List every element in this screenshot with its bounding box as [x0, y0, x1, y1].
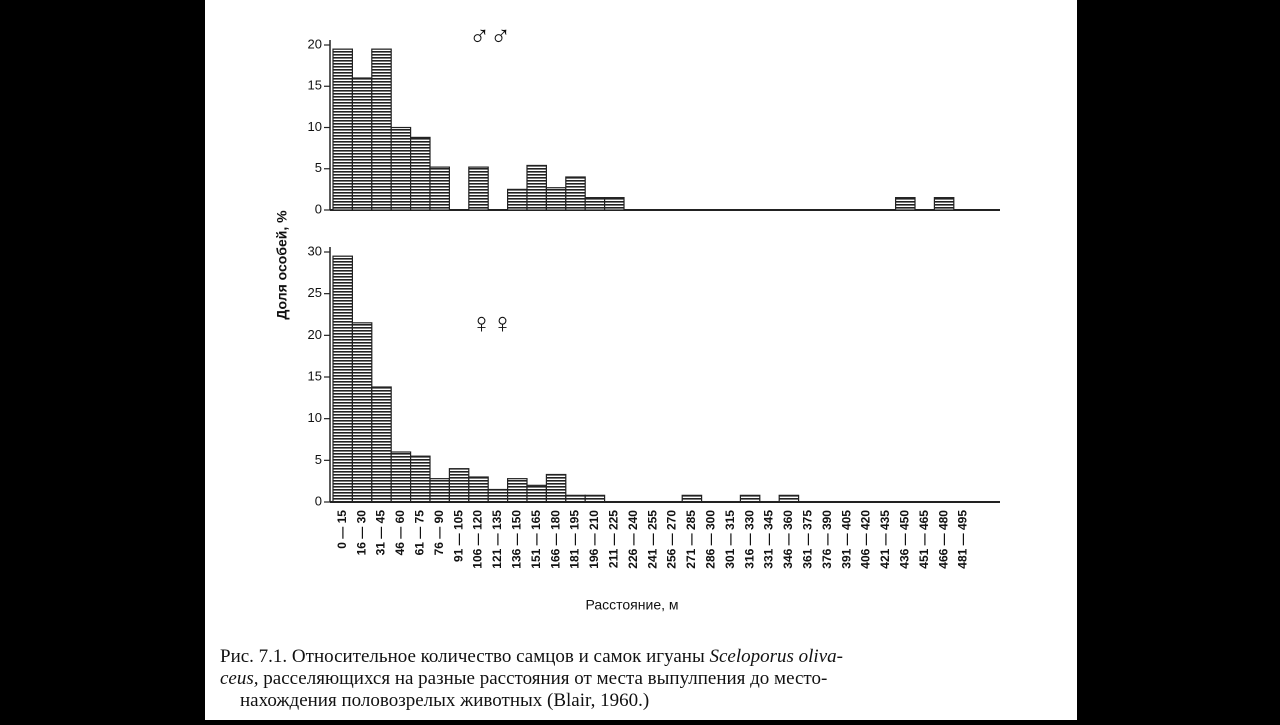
caption-text: Sceloporus oliva-	[709, 646, 843, 667]
x-tick-label: 151 — 165	[529, 510, 543, 569]
bar	[584, 494, 606, 503]
x-tick-label: 106 — 120	[471, 510, 485, 569]
x-tick-label: 286 — 300	[703, 510, 717, 569]
bar	[351, 322, 373, 503]
bar	[332, 48, 353, 211]
x-tick-label: 436 — 450	[897, 510, 911, 569]
y-tick-label: 20	[308, 327, 322, 342]
x-tick-label: 16 — 30	[354, 510, 368, 556]
chart-title: ♀♀	[471, 307, 513, 338]
bar	[487, 488, 509, 503]
x-tick-label: 121 — 135	[490, 510, 504, 569]
bar	[526, 484, 547, 503]
x-tick-label: 406 — 420	[859, 510, 873, 569]
bar	[390, 126, 412, 211]
bar	[507, 478, 528, 503]
x-tick-label: 346 — 360	[781, 510, 795, 569]
bar	[429, 478, 450, 503]
caption-text: ceus,	[220, 668, 259, 689]
x-tick-label: 301 — 315	[723, 510, 737, 569]
y-axis-label: Доля особей, %	[274, 210, 290, 320]
y-tick-label: 15	[308, 78, 322, 93]
y-tick-label: 10	[308, 410, 322, 425]
bar	[778, 494, 800, 503]
caption-text: расселяющихся на разные расстояния от ме…	[259, 668, 828, 689]
bar	[410, 136, 431, 211]
y-tick-label: 0	[315, 493, 322, 508]
caption-line: нахождения половозрелых животных (Blair,…	[240, 690, 649, 711]
y-tick-label: 25	[308, 285, 322, 300]
bar	[468, 476, 489, 503]
x-tick-label: 451 — 465	[917, 510, 931, 569]
bar	[894, 197, 916, 211]
x-tick-label: 181 — 195	[568, 510, 582, 569]
bar	[371, 386, 392, 503]
x-tick-label: 466 — 480	[936, 510, 950, 569]
x-tick-label: 211 — 225	[606, 510, 620, 568]
bar	[410, 455, 431, 503]
x-tick-label: 376 — 390	[820, 510, 834, 569]
bar	[448, 468, 470, 503]
x-tick-label: 421 — 435	[878, 510, 892, 569]
x-tick-label: 256 — 270	[665, 510, 679, 569]
caption-text: нахождения половозрелых животных (Blair,…	[240, 690, 649, 711]
bar	[584, 197, 606, 211]
y-tick-label: 20	[308, 36, 322, 51]
bar	[526, 164, 547, 211]
bar	[545, 473, 567, 503]
bar	[565, 494, 586, 503]
y-tick-label: 5	[315, 452, 322, 467]
x-tick-label: 331 — 345	[762, 510, 776, 569]
bar	[565, 176, 586, 211]
caption-line: Рис. 7.1. Относительное количество самцо…	[220, 646, 843, 667]
x-tick-label: 0 — 15	[335, 510, 349, 549]
x-tick-label: 241 — 255	[645, 510, 659, 569]
bar	[507, 188, 528, 211]
bar	[739, 494, 761, 503]
x-tick-label: 391 — 405	[839, 510, 853, 569]
bar	[468, 166, 489, 211]
x-tick-label: 361 — 375	[800, 510, 814, 569]
y-tick-label: 30	[308, 243, 322, 258]
x-tick-label: 46 — 60	[393, 510, 407, 556]
x-tick-label: 91 — 105	[451, 510, 465, 562]
bar	[429, 166, 450, 211]
x-tick-label: 316 — 330	[742, 510, 756, 569]
x-tick-label: 76 — 90	[432, 510, 446, 556]
bar	[545, 187, 567, 211]
y-tick-label: 0	[315, 201, 322, 216]
caption-line: ceus, расселяющихся на разные расстояния…	[220, 668, 827, 689]
bar	[390, 451, 412, 503]
chart-title: ♂♂	[469, 20, 511, 51]
bar	[351, 77, 373, 211]
caption-text: Рис. 7.1. Относительное количество самцо…	[220, 646, 709, 667]
y-tick-label: 15	[308, 368, 322, 383]
bar	[603, 197, 625, 211]
x-tick-label: 31 — 45	[374, 510, 388, 556]
x-tick-label: 61 — 75	[412, 510, 426, 556]
x-axis-label: Расстояние, м	[585, 597, 678, 613]
bar	[332, 255, 353, 503]
y-tick-label: 10	[308, 119, 322, 134]
x-tick-label: 481 — 495	[956, 510, 970, 569]
bar	[933, 197, 955, 211]
bar	[371, 48, 392, 211]
x-tick-label: 226 — 240	[626, 510, 640, 569]
x-tick-label: 136 — 150	[509, 510, 523, 569]
x-tick-label: 271 — 285	[684, 510, 698, 569]
bar	[681, 494, 703, 503]
x-tick-label: 166 — 180	[548, 510, 562, 569]
x-tick-label: 196 — 210	[587, 510, 601, 569]
y-tick-label: 5	[315, 160, 322, 175]
